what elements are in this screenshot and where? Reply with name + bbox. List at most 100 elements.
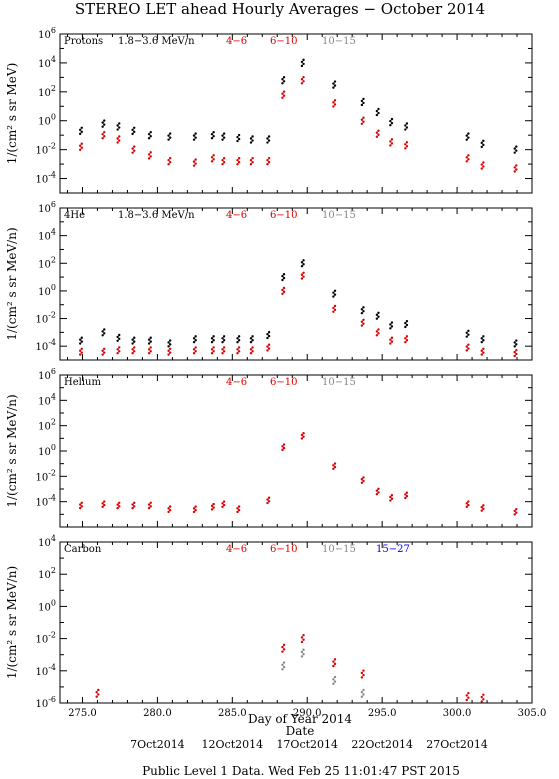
- data-point: [237, 335, 241, 338]
- data-point: [222, 132, 226, 135]
- data-point: [302, 76, 305, 79]
- data-point: [78, 503, 82, 506]
- data-point: [147, 338, 151, 341]
- data-point: [133, 145, 136, 148]
- data-point: [480, 353, 483, 356]
- data-point: [210, 132, 214, 136]
- data-point: [237, 505, 241, 508]
- data-point: [103, 130, 106, 134]
- data-point: [116, 137, 119, 140]
- legend-entry: 1.8−3.6 MeV/n: [118, 36, 195, 47]
- data-point: [222, 346, 226, 349]
- data-point: [404, 340, 407, 344]
- data-point: [236, 507, 239, 510]
- data-point: [267, 500, 271, 503]
- y-tick-label: 104: [38, 55, 56, 70]
- data-point: [149, 501, 152, 505]
- date-axis-label: Date: [286, 724, 315, 738]
- data-point: [192, 160, 196, 163]
- data-point: [281, 650, 284, 653]
- data-point: [467, 329, 470, 333]
- data-point: [404, 493, 407, 496]
- data-point: [389, 140, 392, 143]
- data-point: [332, 664, 335, 668]
- data-point: [194, 132, 197, 135]
- data-point: [80, 347, 83, 351]
- data-point: [467, 132, 470, 135]
- data-point: [482, 504, 485, 507]
- data-point: [480, 700, 483, 703]
- data-point: [390, 321, 394, 324]
- data-point: [167, 138, 170, 141]
- data-point: [147, 157, 151, 160]
- data-point: [95, 691, 98, 694]
- data-point: [116, 141, 119, 144]
- data-point: [300, 273, 304, 276]
- data-point: [80, 501, 83, 505]
- data-point: [362, 318, 365, 321]
- data-point: [97, 688, 100, 692]
- y-tick-label: 100: [38, 113, 56, 128]
- data-point: [404, 143, 407, 146]
- data-point: [167, 345, 170, 348]
- data-point: [222, 350, 226, 353]
- data-point: [266, 336, 269, 340]
- data-point: [389, 144, 392, 147]
- data-point: [465, 335, 468, 338]
- data-point: [249, 348, 253, 351]
- data-point: [97, 693, 100, 696]
- legend-entry: 10−15: [322, 210, 356, 221]
- data-point: [194, 346, 197, 349]
- data-point: [333, 99, 337, 102]
- data-point: [194, 350, 197, 353]
- data-point: [281, 96, 284, 99]
- y-tick-label: 10-4: [35, 663, 56, 678]
- panel-3: 275.0 280.0 285.0 290.0 295.0 300.0 305.0 10-6 1…: [5, 534, 546, 719]
- data-point: [360, 311, 364, 315]
- data-point: [237, 161, 241, 164]
- data-point: [118, 126, 121, 129]
- y-tick-label: 106: [38, 367, 56, 382]
- data-point: [389, 495, 392, 499]
- data-point: [133, 130, 136, 134]
- legend-entry: 10−15: [322, 36, 356, 47]
- data-point: [210, 508, 214, 511]
- data-point: [222, 161, 226, 164]
- data-point: [267, 161, 271, 164]
- data-point: [101, 349, 104, 352]
- data-point: [221, 134, 224, 137]
- data-point: [377, 491, 380, 494]
- data-point: [118, 350, 121, 353]
- data-point: [362, 673, 365, 677]
- data-point: [332, 86, 335, 89]
- data-point: [360, 478, 364, 481]
- data-point: [78, 148, 82, 151]
- data-point: [513, 341, 516, 344]
- data-point: [116, 503, 119, 506]
- data-point: [389, 119, 392, 123]
- data-point: [133, 501, 136, 505]
- data-point: [222, 156, 226, 160]
- data-point: [282, 446, 286, 450]
- legend-entry: 6−10: [270, 544, 297, 555]
- data-point: [405, 126, 409, 129]
- data-point: [236, 340, 239, 344]
- data-point: [390, 340, 394, 343]
- data-point: [167, 134, 170, 137]
- data-point: [116, 339, 119, 342]
- data-point: [332, 678, 335, 681]
- data-point: [210, 348, 214, 351]
- data-point: [360, 122, 364, 125]
- data-point: [480, 340, 483, 344]
- data-point: [131, 503, 134, 506]
- data-point: [118, 139, 121, 142]
- data-point: [149, 336, 152, 339]
- x-tick-label: 280.0: [143, 708, 172, 719]
- data-point: [266, 349, 269, 352]
- data-point: [282, 276, 286, 280]
- data-point: [266, 501, 269, 505]
- data-point: [390, 121, 394, 125]
- panel-0: 10-4 10-2 100 102 104 106 1/(cm² s sr MeV) Prot…: [5, 26, 533, 194]
- data-point: [302, 275, 305, 278]
- data-point: [389, 323, 392, 326]
